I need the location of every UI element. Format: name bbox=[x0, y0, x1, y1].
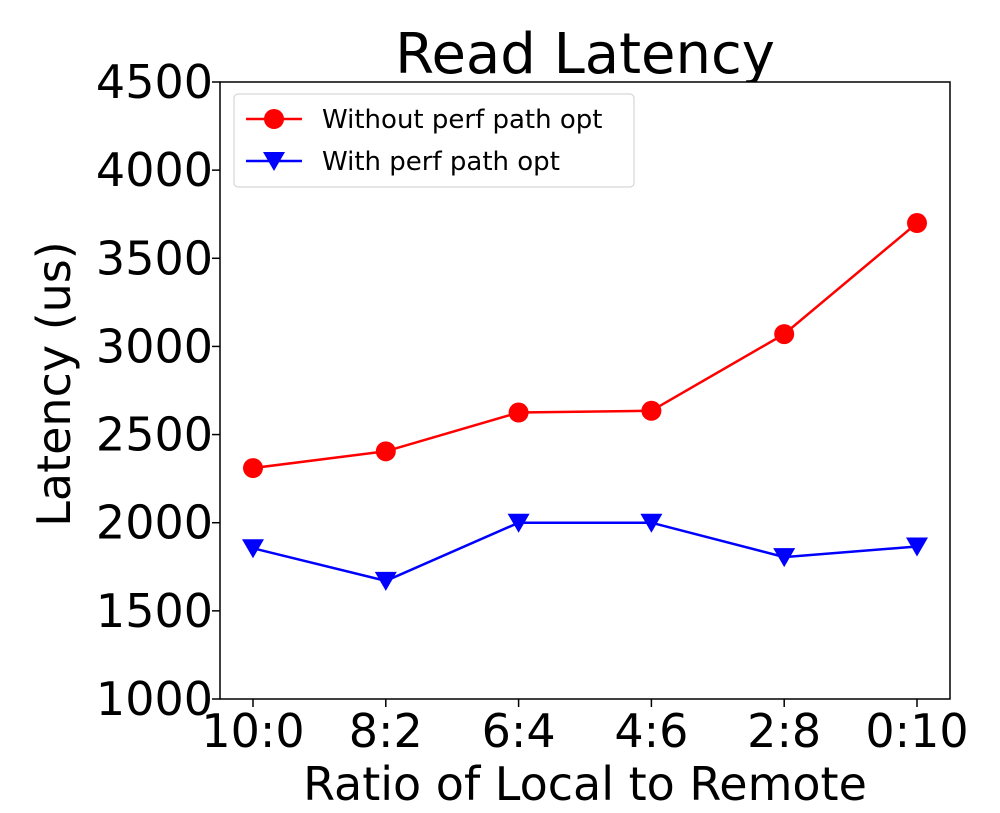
series-line bbox=[252, 222, 918, 470]
y-tick-label: 3500 bbox=[96, 231, 213, 285]
legend-label: With perf path opt bbox=[322, 147, 560, 177]
series-2 bbox=[242, 513, 928, 591]
legend-entry: With perf path opt bbox=[246, 147, 560, 177]
x-tick-label: 8:2 bbox=[349, 704, 423, 758]
x-axis-ticks: 10:0 8:2 6:4 4:6 2:8 0:10 bbox=[201, 699, 969, 758]
legend-entries: Without perf path opt With perf path opt bbox=[246, 105, 602, 177]
data-point bbox=[375, 441, 396, 462]
y-tick-label: 4500 bbox=[96, 55, 213, 109]
data-point bbox=[508, 402, 529, 423]
y-tick-label: 1000 bbox=[96, 672, 213, 726]
legend-marker bbox=[263, 152, 285, 171]
x-tick-label: 10:0 bbox=[201, 704, 304, 758]
x-tick-label: 4:6 bbox=[614, 704, 688, 758]
data-point bbox=[907, 213, 927, 234]
data-point bbox=[906, 537, 928, 557]
y-axis-label: Latency (us) bbox=[27, 241, 81, 526]
series-layer bbox=[242, 213, 928, 591]
legend-entry: Without perf path opt bbox=[246, 105, 602, 135]
series-line bbox=[252, 521, 918, 583]
y-axis-ticks: 1000 1500 2000 2500 3000 3500 4000 4500 bbox=[96, 55, 220, 726]
data-point bbox=[641, 400, 662, 421]
data-point bbox=[773, 548, 796, 568]
series-1 bbox=[243, 213, 927, 479]
data-point bbox=[507, 513, 530, 533]
x-tick-label: 0:10 bbox=[865, 704, 968, 758]
data-point bbox=[243, 458, 263, 479]
x-tick-label: 2:8 bbox=[747, 704, 821, 758]
y-tick-label: 1500 bbox=[96, 584, 213, 638]
legend: Without perf path opt With perf path opt bbox=[233, 93, 635, 188]
y-tick-label: 2000 bbox=[96, 496, 213, 550]
legend-box bbox=[233, 93, 635, 188]
y-tick-label: 3000 bbox=[96, 319, 213, 373]
chart-title: Read Latency bbox=[395, 22, 775, 87]
y-tick-label: 4000 bbox=[96, 143, 213, 197]
legend-marker bbox=[264, 109, 284, 129]
data-point bbox=[640, 513, 663, 533]
x-axis-label: Ratio of Local to Remote bbox=[303, 757, 867, 811]
data-point bbox=[374, 571, 397, 591]
data-point bbox=[242, 539, 264, 559]
x-tick-label: 6:4 bbox=[482, 704, 556, 758]
data-point bbox=[774, 324, 795, 345]
y-tick-label: 2500 bbox=[96, 408, 213, 462]
legend-label: Without perf path opt bbox=[322, 105, 602, 135]
